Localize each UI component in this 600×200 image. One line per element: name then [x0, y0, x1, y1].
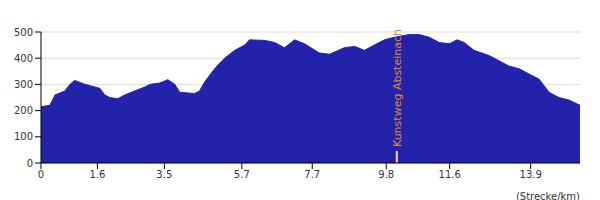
svg-text:0: 0 [38, 169, 44, 180]
svg-text:13.9: 13.9 [520, 169, 542, 180]
svg-text:(Strecke/km): (Strecke/km) [516, 191, 580, 200]
svg-text:9.8: 9.8 [378, 169, 394, 180]
svg-text:100: 100 [14, 131, 33, 142]
svg-text:200: 200 [14, 105, 33, 116]
svg-text:5.7: 5.7 [234, 169, 250, 180]
svg-text:1.6: 1.6 [89, 169, 105, 180]
svg-text:0: 0 [27, 158, 33, 169]
svg-text:Kunstweg Absteinach: Kunstweg Absteinach [391, 29, 404, 147]
svg-text:400: 400 [14, 53, 33, 64]
svg-text:300: 300 [14, 79, 33, 90]
svg-text:11.6: 11.6 [439, 169, 461, 180]
svg-text:7.7: 7.7 [304, 169, 320, 180]
svg-text:500: 500 [14, 27, 33, 38]
svg-text:3.5: 3.5 [156, 169, 172, 180]
